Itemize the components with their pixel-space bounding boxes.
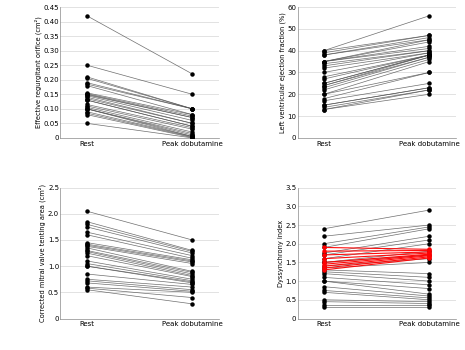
- Y-axis label: Dyssynchrony index: Dyssynchrony index: [278, 219, 284, 287]
- Y-axis label: Corrected mitral valve tenting area (cm²): Corrected mitral valve tenting area (cm²…: [39, 184, 46, 322]
- Y-axis label: Effective regurgitant orifice (cm²): Effective regurgitant orifice (cm²): [34, 16, 42, 128]
- Y-axis label: Left ventricular ejection fraction (%): Left ventricular ejection fraction (%): [279, 12, 286, 133]
